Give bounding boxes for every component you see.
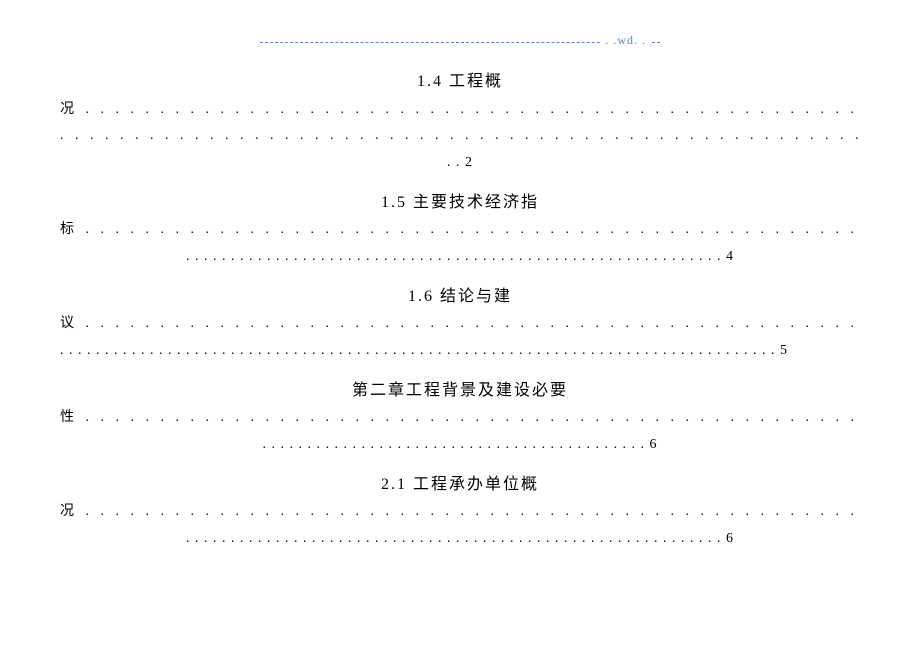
entry-title: 2.1 工程承办单位概: [60, 471, 860, 500]
page-number: . . . . . . . . . . . . . . . . . . . . …: [263, 437, 658, 452]
dots-line: 况 . . . . . . . . . . . . . . . . . . . …: [60, 97, 860, 124]
toc-entry-2-1: 2.1 工程承办单位概 况 . . . . . . . . . . . . . …: [60, 471, 860, 553]
page-number-line: . . . . . . . . . . . . . . . . . . . . …: [60, 432, 860, 459]
toc-entry-chapter-2: 第二章工程背景及建设必要 性 . . . . . . . . . . . . .…: [60, 377, 860, 459]
dots-line: 标 . . . . . . . . . . . . . . . . . . . …: [60, 217, 860, 244]
page-number: . . . . . . . . . . . . . . . . . . . . …: [60, 343, 788, 358]
toc-entry-1-4: 1.4 工程概 况 . . . . . . . . . . . . . . . …: [60, 68, 860, 177]
header-watermark: . .wd. .: [601, 33, 650, 48]
document-header: . .wd. .: [60, 30, 860, 48]
page-number-line: . . . . . . . . . . . . . . . . . . . . …: [60, 526, 860, 553]
page-number-line: . . . . . . . . . . . . . . . . . . . . …: [60, 338, 860, 365]
entry-title: 第二章工程背景及建设必要: [60, 377, 860, 406]
entry-title: 1.4 工程概: [60, 68, 860, 97]
toc-entry-1-6: 1.6 结论与建 议 . . . . . . . . . . . . . . .…: [60, 283, 860, 365]
page-number: . . . . . . . . . . . . . . . . . . . . …: [186, 531, 734, 546]
page-number: . . . . . . . . . . . . . . . . . . . . …: [186, 249, 734, 264]
page-number-line: . . . . . . . . . . . . . . . . . . . . …: [60, 244, 860, 271]
entry-title: 1.6 结论与建: [60, 283, 860, 312]
entry-title: 1.5 主要技术经济指: [60, 189, 860, 218]
toc-entry-1-5: 1.5 主要技术经济指 标 . . . . . . . . . . . . . …: [60, 189, 860, 271]
dots-line: 性 . . . . . . . . . . . . . . . . . . . …: [60, 405, 860, 432]
dots-line: 况 . . . . . . . . . . . . . . . . . . . …: [60, 499, 860, 526]
page-number-line: . . 2: [60, 150, 860, 177]
page-number: . . 2: [447, 155, 473, 170]
dots-line: 议 . . . . . . . . . . . . . . . . . . . …: [60, 311, 860, 338]
dots-line: . . . . . . . . . . . . . . . . . . . . …: [60, 123, 860, 150]
